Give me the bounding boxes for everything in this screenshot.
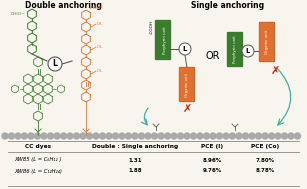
Circle shape [179,43,191,55]
Circle shape [41,133,47,139]
Circle shape [48,57,62,71]
Text: -COOH: -COOH [150,20,154,34]
Text: -COOH: -COOH [89,6,104,10]
Text: OR: OR [206,51,220,61]
Circle shape [242,45,254,57]
Circle shape [184,133,190,139]
Text: L: L [183,46,187,52]
Circle shape [158,133,164,139]
Circle shape [216,133,223,139]
Circle shape [204,133,209,139]
Text: $\rm CH_3$: $\rm CH_3$ [96,20,103,28]
Circle shape [48,133,53,139]
Circle shape [249,133,255,139]
Circle shape [99,133,106,139]
Circle shape [28,133,34,139]
Circle shape [126,133,131,139]
Circle shape [145,133,151,139]
Circle shape [119,133,125,139]
Text: CC dyes: CC dyes [25,144,51,149]
Text: 8.78%: 8.78% [255,169,275,174]
Text: XW86 (L = C₁₂H₂₄): XW86 (L = C₁₂H₂₄) [14,169,62,174]
Circle shape [138,133,145,139]
Circle shape [177,133,184,139]
Circle shape [210,133,216,139]
Circle shape [236,133,242,139]
Circle shape [197,133,203,139]
Circle shape [15,133,21,139]
Circle shape [2,133,8,139]
FancyBboxPatch shape [155,20,171,60]
Text: XW85 (L = C₆H₁₂ ): XW85 (L = C₆H₁₂ ) [14,157,62,163]
Circle shape [93,133,99,139]
Text: 9.76%: 9.76% [202,169,222,174]
FancyBboxPatch shape [259,22,275,62]
Circle shape [151,133,157,139]
Circle shape [230,133,235,139]
Circle shape [34,133,41,139]
Circle shape [191,133,196,139]
Text: -COOH: -COOH [270,20,274,34]
Circle shape [60,133,67,139]
Text: 8.96%: 8.96% [202,157,222,163]
Circle shape [171,133,177,139]
Circle shape [54,133,60,139]
Text: Porphyrin unit: Porphyrin unit [163,26,167,54]
Circle shape [262,133,268,139]
Text: Organic unit: Organic unit [265,30,269,54]
Text: Single anchoring: Single anchoring [192,1,265,10]
Circle shape [288,133,294,139]
Text: L: L [246,48,250,54]
Text: Organic unit: Organic unit [185,72,189,97]
Circle shape [132,133,138,139]
Circle shape [80,133,86,139]
Circle shape [73,133,80,139]
Circle shape [9,133,14,139]
Text: PCE (I): PCE (I) [201,144,223,149]
Text: Double : Single anchoring: Double : Single anchoring [92,144,178,149]
Circle shape [165,133,170,139]
Circle shape [87,133,92,139]
Text: 7.80%: 7.80% [255,157,274,163]
Circle shape [269,133,274,139]
Text: Double anchoring: Double anchoring [25,1,101,10]
Circle shape [294,133,301,139]
Text: ✗: ✗ [270,66,280,76]
Circle shape [223,133,229,139]
Text: $\rm CH_3$: $\rm CH_3$ [96,67,103,75]
Circle shape [255,133,262,139]
Text: 1.88: 1.88 [128,169,142,174]
Text: PCE (Co): PCE (Co) [251,144,279,149]
Circle shape [112,133,119,139]
Circle shape [67,133,73,139]
Text: 1.31: 1.31 [128,157,142,163]
Circle shape [275,133,281,139]
Circle shape [21,133,28,139]
Text: ✗: ✗ [182,104,192,114]
Circle shape [282,133,287,139]
Text: $\rm CH_3$: $\rm CH_3$ [96,43,103,51]
FancyBboxPatch shape [227,32,243,67]
Circle shape [243,133,248,139]
FancyBboxPatch shape [179,67,195,102]
Text: L: L [52,60,57,68]
Text: $\rm CH_3O$—: $\rm CH_3O$— [10,10,26,18]
Text: Porphyrin unit: Porphyrin unit [233,36,237,63]
Circle shape [106,133,112,139]
